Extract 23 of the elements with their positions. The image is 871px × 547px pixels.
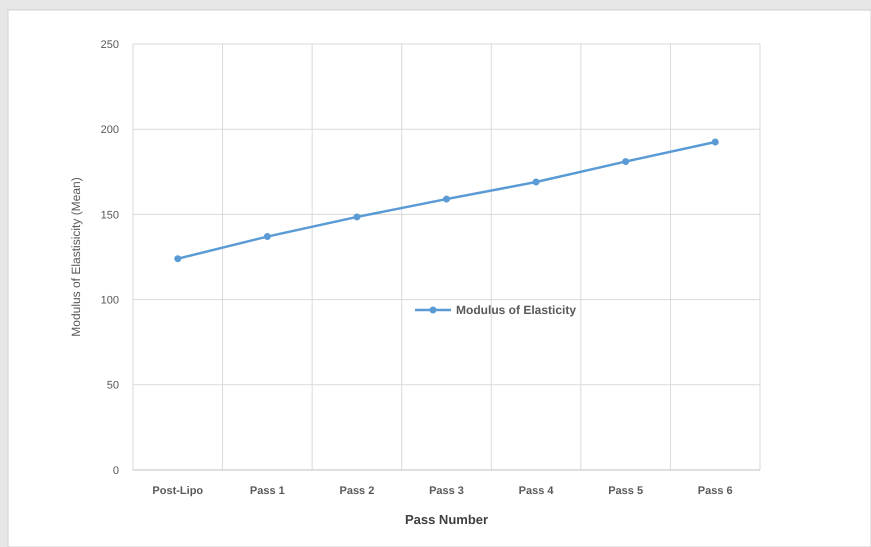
y-tick-label: 0 (112, 464, 119, 477)
y-tick-label: 250 (100, 38, 119, 51)
point (264, 233, 271, 240)
x-tick-label: Pass 5 (608, 485, 644, 497)
point (353, 213, 360, 220)
point (443, 196, 450, 203)
y-tick-label: 50 (106, 380, 119, 392)
y-tick-label: 150 (100, 209, 119, 222)
point (622, 158, 630, 166)
y-axis-title: Modulus of Elastisicity (Mean) (69, 177, 83, 337)
y-tick-label: 200 (100, 124, 119, 136)
legend-label: Modulus of Elasticity (456, 303, 576, 318)
x-tick-label: Pass 4 (518, 485, 554, 497)
x-tick-label: Pass 1 (250, 485, 285, 497)
point (174, 255, 182, 262)
y-tick-label: 100 (100, 294, 119, 306)
point (712, 138, 719, 146)
point (532, 178, 540, 186)
x-tick-label: Post-Lipo (152, 485, 204, 497)
x-tick-label: Pass 2 (339, 485, 374, 497)
x-axis-title: Pass Number (404, 512, 488, 527)
x-tick-label: Pass 3 (429, 485, 464, 497)
x-tick-label: Pass 6 (698, 485, 733, 497)
